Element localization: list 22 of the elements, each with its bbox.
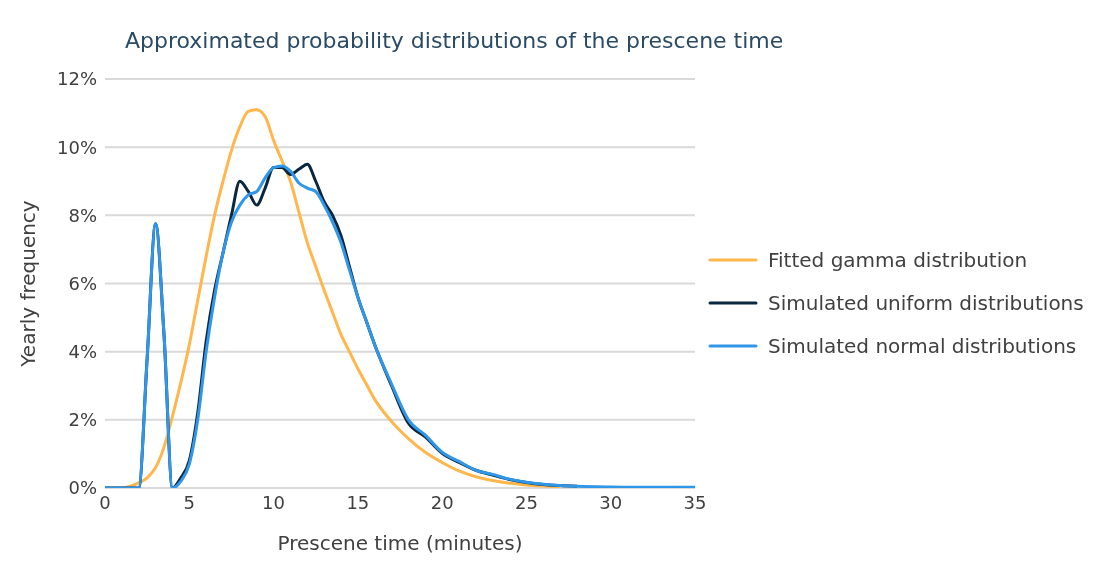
y-tick-label: 4% bbox=[68, 341, 97, 363]
x-tick-label: 25 bbox=[514, 491, 538, 513]
x-tick-label: 30 bbox=[599, 491, 623, 513]
y-tick-label: 10% bbox=[56, 136, 97, 158]
chart-title: Approximated probability distributions of the prescene time bbox=[125, 28, 784, 53]
y-tick-label: 0% bbox=[68, 477, 97, 499]
y-tick-label: 2% bbox=[68, 409, 97, 431]
legend-label: Simulated uniform distributions bbox=[768, 290, 1084, 315]
legend-label: Fitted gamma distribution bbox=[768, 247, 1028, 272]
y-tick-label: 8% bbox=[68, 204, 97, 226]
x-axis-title: Prescene time (minutes) bbox=[277, 531, 523, 555]
x-tick-label: 35 bbox=[683, 491, 707, 513]
y-tick-label: 12% bbox=[56, 68, 97, 90]
x-tick-label: 10 bbox=[262, 491, 286, 513]
x-tick-label: 20 bbox=[430, 491, 454, 513]
x-tick-label: 5 bbox=[183, 491, 196, 513]
y-tick-label: 6% bbox=[68, 272, 97, 294]
legend-label: Simulated normal distributions bbox=[768, 333, 1077, 358]
y-axis-title: Yearly frequency bbox=[16, 200, 41, 368]
x-tick-label: 15 bbox=[346, 491, 370, 513]
line-series bbox=[105, 164, 695, 488]
x-tick-label: 0 bbox=[99, 491, 111, 513]
